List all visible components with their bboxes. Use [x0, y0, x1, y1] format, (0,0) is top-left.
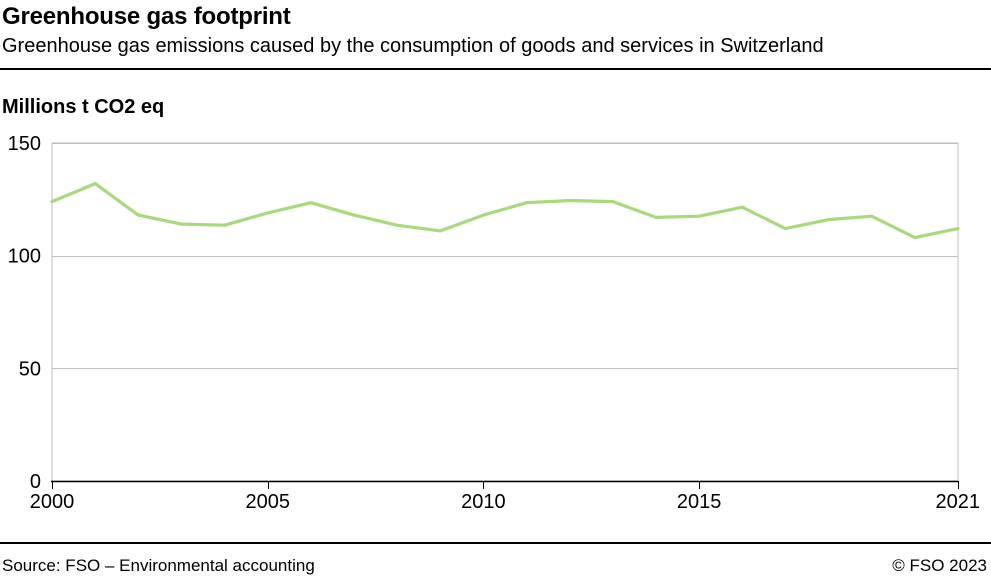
data-point-2001 [93, 182, 97, 186]
header-divider [0, 68, 991, 70]
y-axis-unit-label: Millions t CO2 eq [2, 96, 165, 118]
plot-frame [51, 142, 959, 482]
series-line-0 [50, 182, 960, 240]
data-point-2004 [223, 223, 227, 227]
data-point-2013 [611, 200, 615, 204]
data-point-2010 [481, 213, 485, 217]
data-point-2015 [697, 214, 701, 218]
copyright-note: © FSO 2023 [892, 556, 987, 575]
source-note: Source: FSO – Environmental accounting [2, 556, 315, 575]
x-tick-label-2000: 2000 [30, 491, 75, 513]
chart-title: Greenhouse gas footprint [2, 3, 291, 30]
data-point-2003 [179, 222, 183, 226]
x-tick-label-2021: 2021 [936, 491, 981, 513]
data-point-2006 [309, 201, 313, 205]
y-tick-label-50: 50 [19, 358, 41, 380]
x-tick-label-2005: 2005 [245, 491, 290, 513]
y-tick-label-0: 0 [30, 471, 41, 493]
x-tick-label-2015: 2015 [677, 491, 722, 513]
data-point-2007 [352, 213, 356, 217]
data-point-2014 [654, 215, 658, 219]
footer-divider [0, 542, 991, 544]
chart-subtitle: Greenhouse gas emissions caused by the c… [2, 35, 824, 57]
x-tick-label-2010: 2010 [461, 491, 506, 513]
data-point-2021 [956, 227, 960, 231]
data-point-2019 [870, 214, 874, 218]
data-point-2018 [827, 218, 831, 222]
y-tick-label-150: 150 [8, 133, 41, 155]
data-point-2000 [50, 200, 54, 204]
data-point-2008 [395, 223, 399, 227]
data-point-2012 [568, 199, 572, 202]
data-point-2011 [525, 201, 529, 205]
data-point-2005 [266, 211, 270, 215]
data-point-2016 [740, 205, 744, 209]
data-point-2002 [136, 213, 140, 217]
y-tick-label-100: 100 [8, 246, 41, 268]
data-point-2009 [438, 229, 442, 233]
data-point-2020 [913, 236, 917, 240]
data-point-2017 [783, 227, 787, 231]
